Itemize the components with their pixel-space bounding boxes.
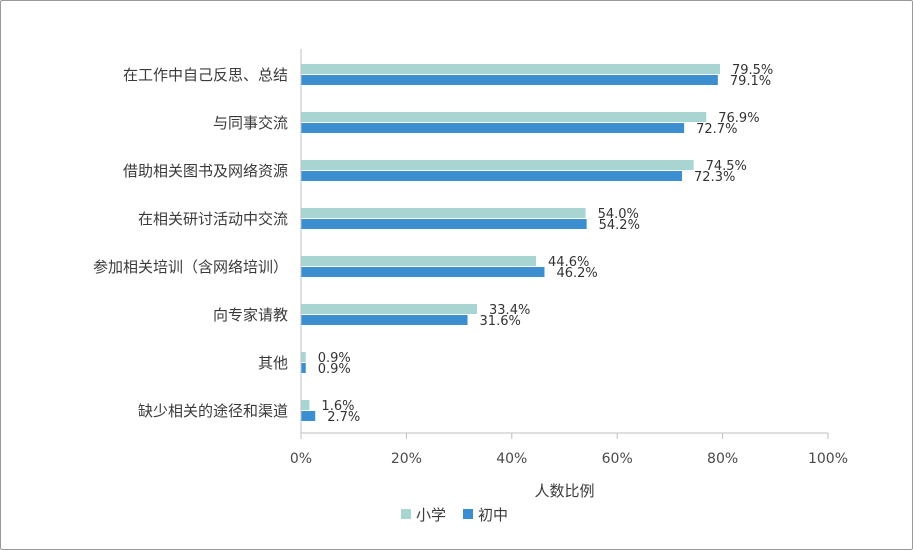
bar-junior[interactable] (301, 363, 306, 373)
data-label: 1.6% (321, 399, 354, 414)
data-label: 54.0% (598, 207, 639, 222)
data-label: 72.3% (694, 170, 735, 185)
x-axis-title: 人数比例 (534, 482, 594, 500)
data-label: 46.2% (556, 266, 597, 281)
data-label: 76.9% (718, 111, 759, 126)
x-tick-label: 60% (602, 451, 633, 467)
bar-junior[interactable] (301, 315, 468, 325)
bar-primary[interactable] (301, 304, 478, 314)
category-label: 其他 (258, 354, 288, 372)
x-tick-label: 0% (290, 451, 312, 467)
x-tick-label: 40% (496, 451, 527, 467)
bar-primary[interactable] (301, 160, 694, 170)
category-label: 借助相关图书及网络资源 (123, 162, 288, 180)
bar-primary[interactable] (301, 352, 306, 362)
data-label: 79.5% (732, 63, 773, 78)
bar-junior[interactable] (301, 171, 683, 181)
category-label: 在工作中自己反思、总结 (123, 66, 288, 84)
legend-swatch-junior (463, 509, 473, 519)
bar-junior[interactable] (301, 411, 316, 421)
bar-junior[interactable] (301, 267, 545, 277)
data-label: 74.5% (706, 159, 747, 174)
category-label: 与同事交流 (213, 114, 288, 132)
legend-label: 小学 (416, 506, 446, 524)
bar-primary[interactable] (301, 400, 310, 410)
x-tick-label: 20% (391, 451, 422, 467)
bar-primary[interactable] (301, 112, 707, 122)
data-label: 0.9% (318, 362, 351, 377)
data-label: 33.4% (489, 303, 530, 318)
bar-primary[interactable] (301, 208, 586, 218)
bar-primary[interactable] (301, 256, 537, 266)
x-tick-label: 80% (707, 451, 738, 467)
bar-primary[interactable] (301, 64, 720, 74)
data-label: 44.6% (548, 255, 589, 270)
bar-junior[interactable] (301, 219, 587, 229)
data-label: 54.2% (599, 218, 640, 233)
data-label: 2.7% (327, 410, 360, 425)
category-label: 缺少相关的途径和渠道 (138, 402, 288, 420)
legend-label: 初中 (478, 506, 508, 524)
data-label: 31.6% (480, 314, 521, 329)
category-label: 在相关研讨活动中交流 (138, 210, 288, 228)
bar-junior[interactable] (301, 75, 718, 85)
data-label: 79.1% (730, 74, 771, 89)
category-label: 参加相关培训（含网络培训） (93, 258, 288, 276)
bar-junior[interactable] (301, 123, 685, 133)
category-label: 向专家请教 (213, 306, 288, 324)
data-label: 0.9% (318, 351, 351, 366)
x-tick-label: 100% (808, 451, 848, 467)
data-label: 72.7% (696, 122, 737, 137)
legend-swatch-primary (401, 509, 411, 519)
